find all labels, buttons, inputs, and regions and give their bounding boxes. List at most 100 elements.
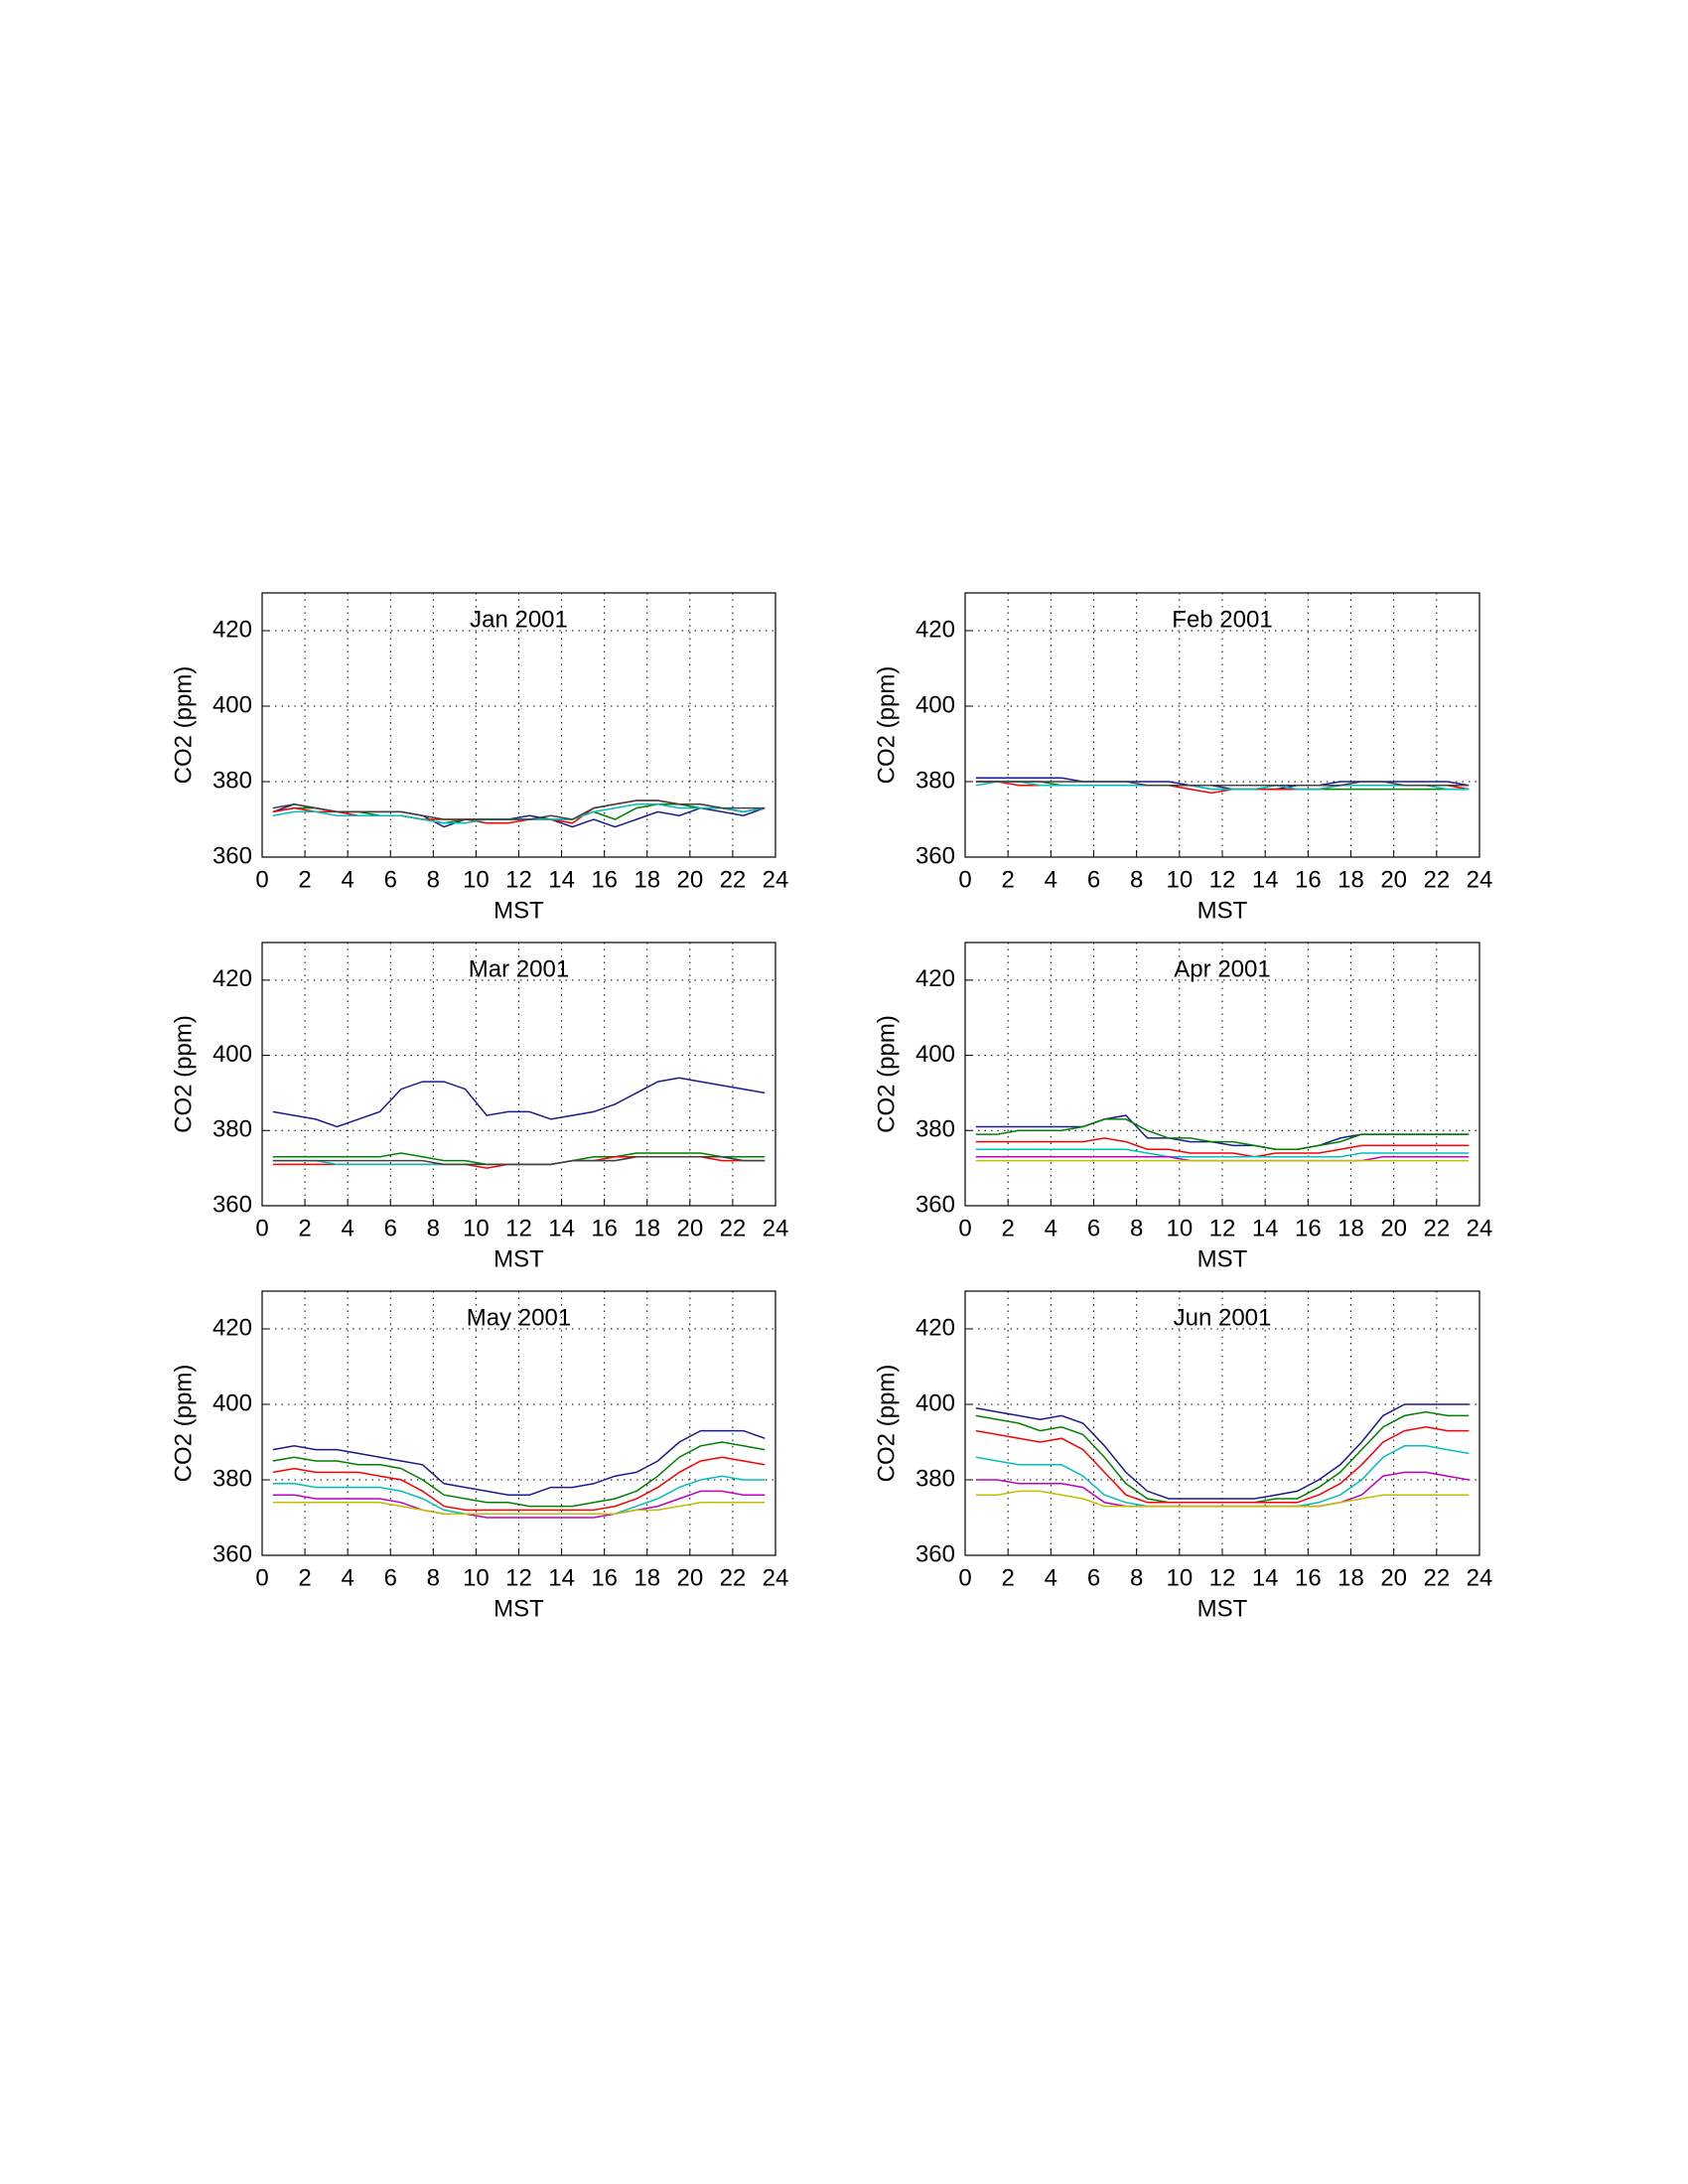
x-tick-label: 0 xyxy=(255,1215,268,1241)
data-line xyxy=(975,1114,1470,1150)
x-tick-label: 24 xyxy=(1467,1215,1493,1241)
x-tick-label: 12 xyxy=(505,1564,532,1591)
x-tick-label: 2 xyxy=(1001,866,1014,893)
x-tick-label: 12 xyxy=(1209,1215,1236,1241)
data-line xyxy=(975,1490,1470,1508)
x-tick-label: 16 xyxy=(1295,1215,1322,1241)
x-tick-label: 6 xyxy=(1087,1564,1100,1591)
x-tick-label: 4 xyxy=(1045,1564,1057,1591)
x-tick-label: 10 xyxy=(1166,866,1193,893)
x-tick-label: 8 xyxy=(1130,1564,1143,1591)
x-tick-label: 20 xyxy=(676,1215,703,1241)
x-tick-label: 12 xyxy=(505,1215,532,1241)
y-tick-label: 380 xyxy=(212,1116,252,1143)
data-line xyxy=(272,1502,766,1515)
x-tick-label: 4 xyxy=(341,866,353,893)
y-axis-label: CO2 (ppm) xyxy=(873,1365,900,1483)
x-tick-label: 24 xyxy=(763,866,789,893)
y-tick-label: 360 xyxy=(212,842,252,869)
x-tick-label: 0 xyxy=(255,1564,268,1591)
y-tick-label: 360 xyxy=(915,1191,955,1218)
x-tick-label: 2 xyxy=(298,1564,311,1591)
y-tick-label: 360 xyxy=(212,1540,252,1567)
x-tick-label: 22 xyxy=(720,1564,747,1591)
chart-title: Jun 2001 xyxy=(1174,1304,1272,1331)
x-tick-label: 20 xyxy=(676,1564,703,1591)
x-tick-label: 10 xyxy=(463,866,490,893)
x-tick-label: 6 xyxy=(384,1215,397,1241)
x-axis-label: MST xyxy=(1197,1245,1248,1272)
x-tick-label: 14 xyxy=(1252,1215,1279,1241)
axes-box xyxy=(964,1290,1480,1556)
y-axis-label: CO2 (ppm) xyxy=(170,1015,197,1133)
y-tick-label: 400 xyxy=(212,1389,252,1416)
x-tick-label: 4 xyxy=(1045,866,1057,893)
x-tick-label: 18 xyxy=(1337,1215,1364,1241)
y-tick-label: 400 xyxy=(915,1389,955,1416)
data-line xyxy=(272,800,766,820)
x-tick-label: 10 xyxy=(463,1564,490,1591)
x-axis-label: MST xyxy=(493,1595,544,1622)
y-axis-label: CO2 (ppm) xyxy=(170,1365,197,1483)
x-tick-label: 8 xyxy=(427,1564,440,1591)
x-tick-label: 6 xyxy=(1087,1215,1100,1241)
x-tick-label: 16 xyxy=(591,1215,618,1241)
y-tick-label: 380 xyxy=(915,1116,955,1143)
x-tick-label: 12 xyxy=(1209,1564,1236,1591)
x-tick-label: 8 xyxy=(1130,866,1143,893)
x-tick-label: 16 xyxy=(591,866,618,893)
chart-title: Apr 2001 xyxy=(1174,955,1270,982)
data-line xyxy=(975,1148,1470,1158)
data-line xyxy=(975,781,1470,791)
x-tick-label: 20 xyxy=(1380,1215,1407,1241)
x-tick-label: 24 xyxy=(763,1215,789,1241)
x-tick-label: 14 xyxy=(548,1215,575,1241)
x-tick-label: 22 xyxy=(720,1215,747,1241)
x-tick-label: 18 xyxy=(633,866,660,893)
x-tick-label: 24 xyxy=(1467,866,1493,893)
data-line xyxy=(975,1137,1470,1158)
x-tick-label: 6 xyxy=(384,1564,397,1591)
axes-box xyxy=(261,592,776,858)
x-axis-label: MST xyxy=(1197,897,1248,924)
x-tick-label: 12 xyxy=(505,866,532,893)
x-tick-label: 16 xyxy=(1295,1564,1322,1591)
x-tick-label: 4 xyxy=(1045,1215,1057,1241)
data-line xyxy=(272,1456,766,1512)
data-line xyxy=(975,781,1470,787)
data-line xyxy=(975,1426,1470,1504)
x-tick-label: 0 xyxy=(255,866,268,893)
y-tick-label: 380 xyxy=(915,767,955,794)
x-tick-label: 2 xyxy=(1001,1215,1014,1241)
data-line xyxy=(272,1490,766,1519)
x-axis-label: MST xyxy=(493,897,544,924)
y-tick-label: 400 xyxy=(915,691,955,718)
x-tick-label: 10 xyxy=(1166,1215,1193,1241)
x-tick-label: 14 xyxy=(1252,866,1279,893)
x-tick-label: 0 xyxy=(958,1564,971,1591)
x-tick-label: 8 xyxy=(1130,1215,1143,1241)
data-line xyxy=(975,1403,1470,1500)
y-tick-label: 420 xyxy=(915,965,955,992)
data-line xyxy=(272,1441,766,1508)
x-tick-label: 24 xyxy=(1467,1564,1493,1591)
y-tick-label: 380 xyxy=(212,767,252,794)
x-axis-label: MST xyxy=(1197,1595,1248,1622)
x-tick-label: 14 xyxy=(548,1564,575,1591)
data-line xyxy=(975,1410,1470,1504)
y-axis-label: CO2 (ppm) xyxy=(170,666,197,785)
x-tick-label: 6 xyxy=(1087,866,1100,893)
data-line xyxy=(272,1156,766,1166)
chart-title: Mar 2001 xyxy=(469,955,569,982)
axes-box xyxy=(964,942,1480,1207)
y-tick-label: 380 xyxy=(212,1465,252,1492)
data-line xyxy=(272,1429,766,1496)
y-tick-label: 400 xyxy=(915,1041,955,1068)
x-tick-label: 20 xyxy=(1380,866,1407,893)
x-tick-label: 14 xyxy=(1252,1564,1279,1591)
y-tick-label: 360 xyxy=(915,1540,955,1567)
x-tick-label: 0 xyxy=(958,866,971,893)
y-axis-label: CO2 (ppm) xyxy=(873,1015,900,1133)
x-tick-label: 22 xyxy=(720,866,747,893)
